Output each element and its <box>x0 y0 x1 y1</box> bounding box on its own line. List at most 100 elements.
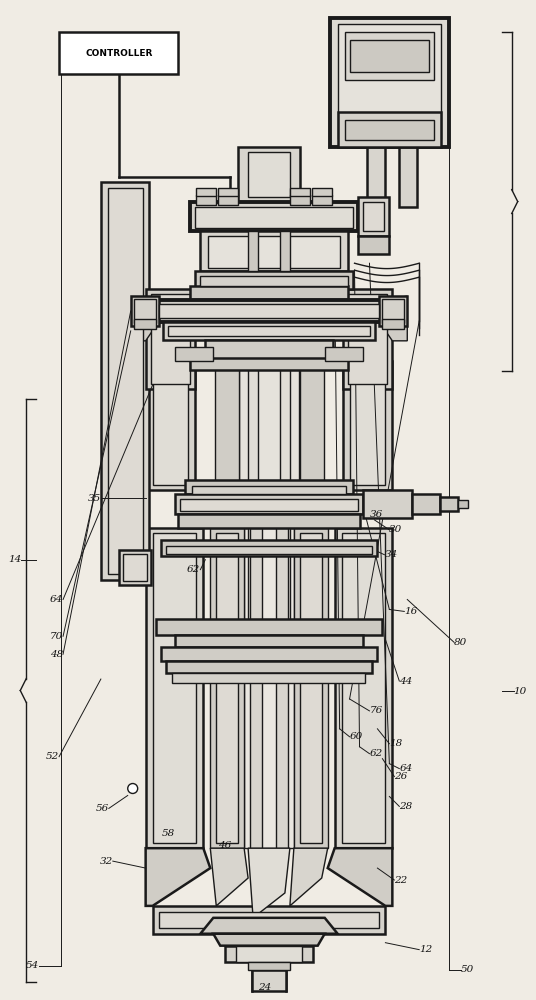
Bar <box>338 24 441 139</box>
Polygon shape <box>290 848 327 906</box>
Bar <box>248 962 290 970</box>
Bar <box>155 619 382 635</box>
Bar <box>382 319 404 329</box>
Bar <box>248 289 258 649</box>
Text: 64: 64 <box>399 764 413 773</box>
Bar <box>196 188 216 196</box>
Bar <box>382 299 404 323</box>
Bar <box>228 289 252 649</box>
Polygon shape <box>146 848 210 906</box>
Bar <box>192 486 346 494</box>
Text: 26: 26 <box>394 772 407 781</box>
Text: 28: 28 <box>399 802 413 811</box>
Bar <box>379 296 407 326</box>
Bar <box>209 236 340 268</box>
Bar <box>286 289 310 649</box>
Bar <box>334 528 392 848</box>
Bar <box>280 289 290 649</box>
Bar <box>290 195 310 205</box>
Bar <box>218 195 238 205</box>
Bar <box>225 946 313 962</box>
Bar <box>166 546 373 554</box>
Bar <box>153 300 385 322</box>
Bar <box>131 296 159 326</box>
Bar <box>358 236 389 254</box>
Bar <box>248 152 290 197</box>
Bar <box>300 533 322 843</box>
Bar <box>325 347 362 361</box>
Bar <box>200 231 347 271</box>
Polygon shape <box>379 296 407 341</box>
Bar <box>343 289 392 389</box>
Bar <box>200 276 347 286</box>
Text: 18: 18 <box>389 739 403 748</box>
Bar <box>153 533 196 843</box>
Bar <box>239 361 299 490</box>
Polygon shape <box>248 848 290 918</box>
Text: 60: 60 <box>349 732 363 741</box>
Text: CONTROLLER: CONTROLLER <box>85 49 152 58</box>
Text: 32: 32 <box>100 857 113 866</box>
Bar <box>349 366 385 485</box>
Bar <box>347 294 388 384</box>
Text: 54: 54 <box>26 961 39 970</box>
Text: 48: 48 <box>50 650 63 659</box>
Bar <box>236 946 302 962</box>
Bar <box>178 514 360 528</box>
Text: 35: 35 <box>87 494 101 503</box>
Text: 36: 36 <box>369 510 383 519</box>
Bar <box>151 294 190 384</box>
Text: 58: 58 <box>162 829 175 838</box>
Bar <box>362 202 384 231</box>
Bar <box>175 635 362 647</box>
Bar <box>159 304 379 318</box>
Bar <box>330 18 449 147</box>
Text: 80: 80 <box>454 638 467 647</box>
Text: 10: 10 <box>513 687 527 696</box>
Text: 44: 44 <box>399 677 413 686</box>
Text: 16: 16 <box>404 607 418 616</box>
Bar <box>250 528 262 848</box>
Text: 52: 52 <box>46 752 59 761</box>
Bar <box>146 528 203 848</box>
Bar <box>345 120 434 140</box>
Text: 46: 46 <box>218 841 232 850</box>
Text: 30: 30 <box>389 525 403 534</box>
Bar <box>190 358 347 370</box>
Bar <box>162 322 375 340</box>
Bar <box>345 32 434 80</box>
Bar <box>133 319 155 329</box>
Polygon shape <box>213 934 325 946</box>
Bar <box>399 147 417 207</box>
Bar <box>190 286 347 300</box>
Text: 70: 70 <box>50 632 63 641</box>
Bar <box>133 299 155 323</box>
Bar <box>341 533 385 843</box>
Bar <box>216 533 238 843</box>
Bar <box>190 202 358 231</box>
Bar <box>59 32 178 74</box>
Text: 24: 24 <box>258 983 272 992</box>
Circle shape <box>128 784 138 793</box>
Bar <box>215 361 239 490</box>
Bar <box>343 361 392 490</box>
Bar <box>368 147 385 207</box>
Text: 22: 22 <box>394 876 407 885</box>
Bar <box>159 912 379 928</box>
Bar <box>244 528 294 848</box>
Polygon shape <box>327 848 392 906</box>
Bar <box>153 366 189 485</box>
Bar <box>161 540 377 556</box>
Bar <box>196 271 353 289</box>
Bar <box>362 490 412 518</box>
Bar <box>205 340 333 360</box>
Text: 62: 62 <box>369 749 383 758</box>
Bar <box>358 197 389 236</box>
Text: 50: 50 <box>461 965 474 974</box>
Bar <box>123 554 147 581</box>
Bar <box>290 188 310 196</box>
Text: 14: 14 <box>8 555 21 564</box>
Text: 34: 34 <box>384 550 398 559</box>
Bar <box>101 182 148 580</box>
Bar <box>153 906 385 934</box>
